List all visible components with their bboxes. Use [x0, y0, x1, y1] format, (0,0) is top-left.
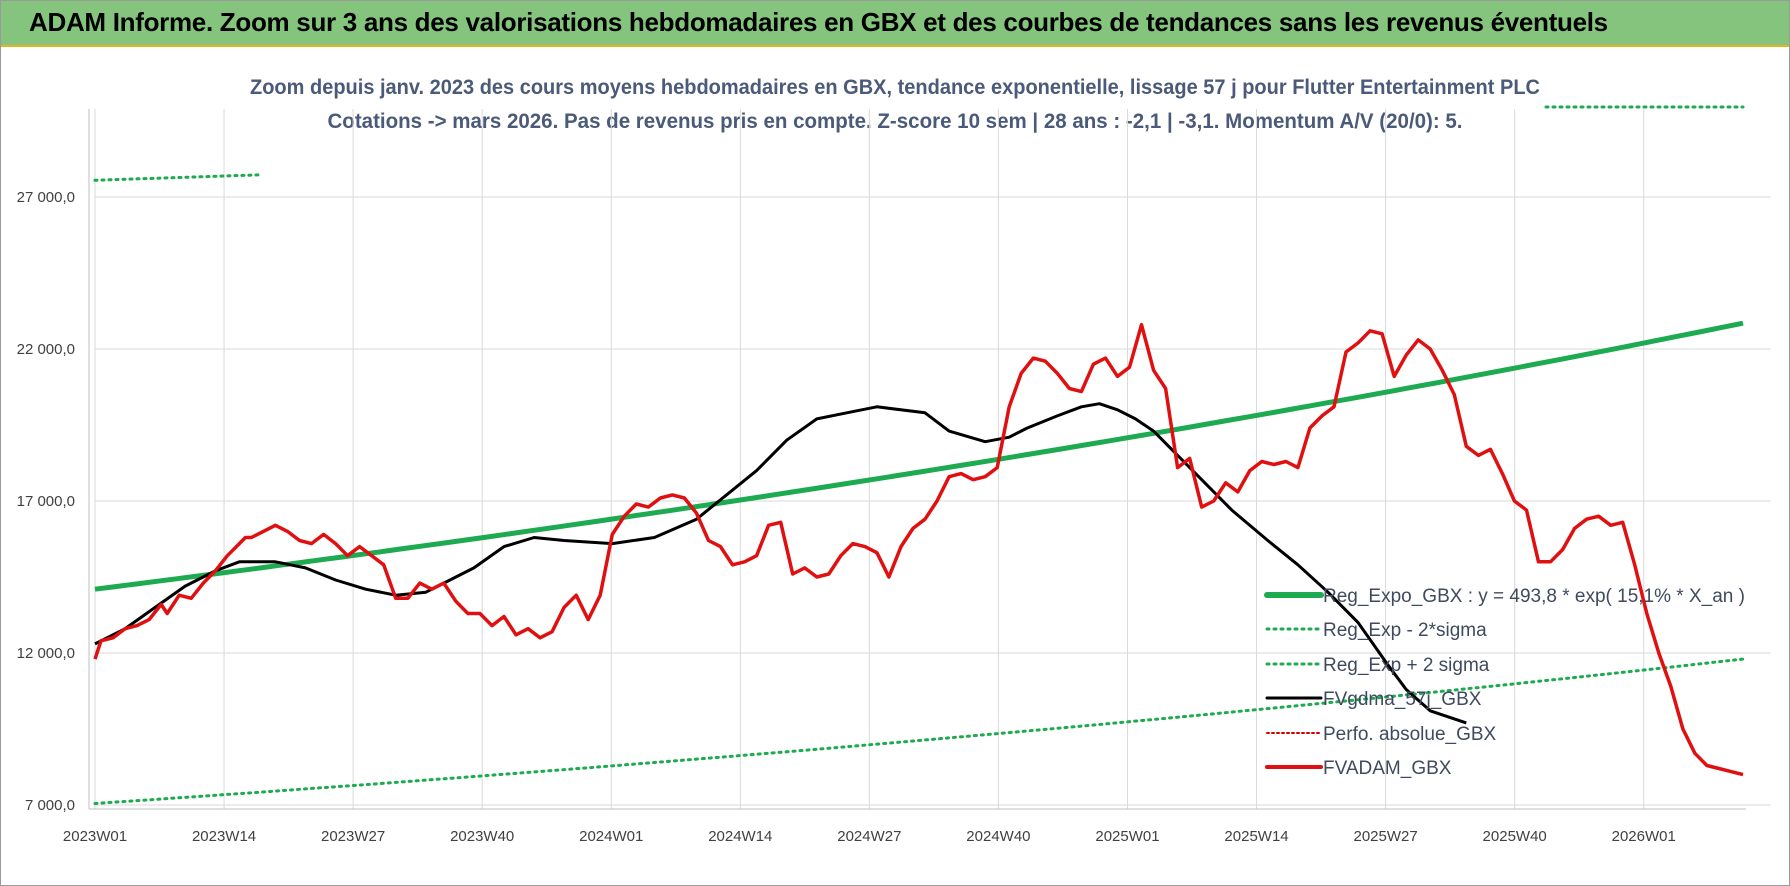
x-tick-label: 2023W27	[321, 828, 385, 845]
legend-label: Reg_Exp - 2*sigma	[1323, 620, 1487, 641]
legend-label: FVgdma_57j_GBX	[1323, 689, 1482, 710]
x-tick-label: 2023W14	[192, 828, 256, 845]
x-tick-label: 2025W27	[1353, 828, 1417, 845]
y-tick-label: 27 000,0	[17, 189, 75, 206]
x-tick-label: 2024W14	[708, 828, 772, 845]
y-tick-label: 17 000,0	[17, 493, 75, 510]
legend-label: FVADAM_GBX	[1323, 758, 1452, 779]
series-band-plus	[93, 173, 262, 182]
x-tick-label: 2024W01	[579, 828, 643, 845]
header-title: ADAM Informe. Zoom sur 3 ans des valoris…	[29, 7, 1608, 37]
y-tick-label: 22 000,0	[17, 341, 75, 358]
x-tick-label: 2025W40	[1483, 828, 1547, 845]
x-tick-label: 2026W01	[1612, 828, 1676, 845]
y-tick-label: 12 000,0	[17, 645, 75, 662]
x-tick-label: 2023W40	[450, 828, 514, 845]
series-band-minus	[93, 657, 1745, 805]
plot-background	[1, 49, 1789, 885]
legend: Reg_Expo_GBX : y = 493,8 * exp( 15,1% * …	[1264, 586, 1745, 779]
header-band: ADAM Informe. Zoom sur 3 ans des valoris…	[1, 1, 1789, 47]
y-tick-label: 7 000,0	[25, 797, 75, 814]
x-tick-label: 2024W27	[837, 828, 901, 845]
chart-title-line1: Zoom depuis janv. 2023 des cours moyens …	[250, 76, 1540, 99]
series-sma-57	[94, 402, 1467, 725]
x-tick-label: 2025W01	[1095, 828, 1159, 845]
x-tick-label: 2024W40	[966, 828, 1030, 845]
x-tick-label: 2023W01	[63, 828, 127, 845]
x-tick-label: 2025W14	[1224, 828, 1288, 845]
tick-labels: 7 000,0 12 000,0 17 000,0 22 000,0 27 000,0 2…	[17, 189, 1676, 845]
legend-label: Reg_Exp + 2 sigma	[1323, 655, 1490, 676]
gridlines	[94, 109, 1771, 809]
chart-title-line2: Cotations -> mars 2026. Pas de revenus p…	[328, 110, 1463, 133]
legend-label: Perfo. absolue_GBX	[1323, 724, 1497, 745]
series-lines	[93, 105, 1745, 805]
legend-label: Reg_Expo_GBX : y = 493,8 * exp( 15,1% * …	[1323, 586, 1745, 607]
series-price	[93, 322, 1744, 777]
axes	[88, 109, 1746, 810]
